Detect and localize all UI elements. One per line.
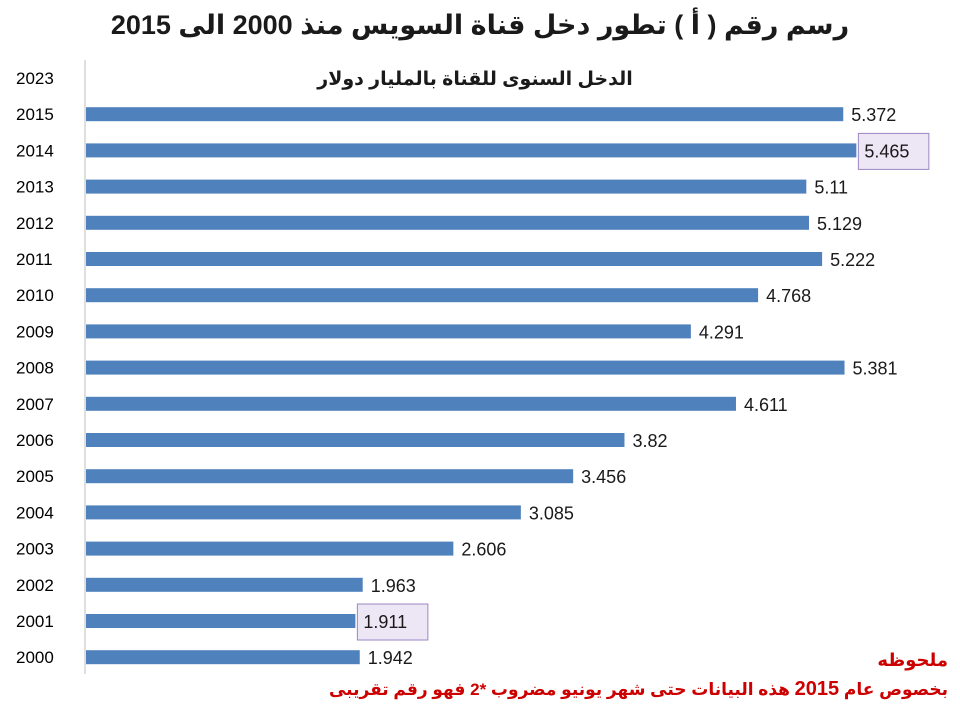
note-text: بخصوص عام 2015 هذه البيانات حتى شهر يوني…: [248, 678, 948, 701]
bar: [86, 179, 807, 194]
bar: [86, 143, 857, 158]
data-label: 1.911: [363, 612, 407, 632]
y-tick-label: 2000: [16, 648, 54, 667]
note-year: 2015: [794, 678, 840, 700]
note-label: ملحوظه: [877, 650, 948, 670]
data-label: 5.11: [814, 178, 848, 198]
data-label: 4.291: [699, 322, 744, 342]
chart-title: الدخل السنوى للقناة بالمليار دولار: [316, 69, 633, 90]
data-label: 4.768: [766, 286, 811, 306]
data-label-highlight-box: [356, 603, 429, 641]
y-tick-label: 2009: [16, 322, 54, 341]
bars-layer: 2023 2015 5.372 2014 5.465 2013 5.11 2012 5.129 2…: [16, 69, 930, 668]
data-label: 3.085: [529, 503, 574, 523]
data-label: 5.381: [853, 359, 898, 379]
y-tick-label: 2006: [16, 431, 54, 450]
data-label-highlight-box: [857, 132, 930, 170]
y-tick-label: 2015: [16, 105, 54, 124]
y-tick-label: 2002: [16, 576, 54, 595]
page-title: رسم رقم ( أ ) تطور دخل قناة السويس منذ 2…: [110, 10, 850, 40]
y-tick-label: 2008: [16, 359, 54, 378]
bar: [86, 288, 759, 303]
data-label: 3.456: [581, 467, 626, 487]
y-tick-label: 2013: [16, 178, 54, 197]
bar: [86, 469, 574, 484]
y-tick-label: 2005: [16, 467, 54, 486]
bar: [86, 107, 844, 122]
bar: [86, 577, 363, 592]
bar: [86, 541, 454, 556]
data-label: 1.963: [371, 576, 416, 596]
data-label: 4.611: [744, 395, 788, 415]
note-text-before: بخصوص عام: [839, 680, 948, 699]
y-tick-label: 2001: [16, 612, 54, 631]
data-label: 2.606: [461, 540, 506, 560]
data-label: 3.82: [632, 431, 667, 451]
data-label: 5.222: [830, 250, 875, 270]
bar: [86, 650, 360, 665]
bar: [86, 433, 625, 447]
y-tick-label: 2014: [16, 141, 54, 160]
bar: [86, 252, 823, 266]
bar: [86, 505, 521, 520]
bar: [86, 215, 809, 230]
bar: [86, 360, 845, 375]
bar: [86, 396, 736, 411]
y-tick-label: 2023: [16, 69, 54, 88]
bar: [86, 614, 356, 628]
bar: [86, 324, 691, 339]
data-label: 5.129: [817, 214, 862, 234]
data-label: 5.465: [864, 141, 909, 161]
data-label: 5.372: [851, 105, 896, 125]
y-tick-label: 2007: [16, 395, 54, 414]
note-text-after: هذه البيانات حتى شهر يونيو مضروب *2 فهو …: [328, 680, 795, 699]
y-tick-label: 2011: [16, 250, 53, 269]
y-tick-label: 2010: [16, 286, 54, 305]
data-label: 1.942: [368, 648, 413, 668]
y-tick-label: 2003: [16, 540, 54, 559]
y-tick-label: 2012: [16, 214, 54, 233]
y-tick-label: 2004: [16, 503, 54, 522]
